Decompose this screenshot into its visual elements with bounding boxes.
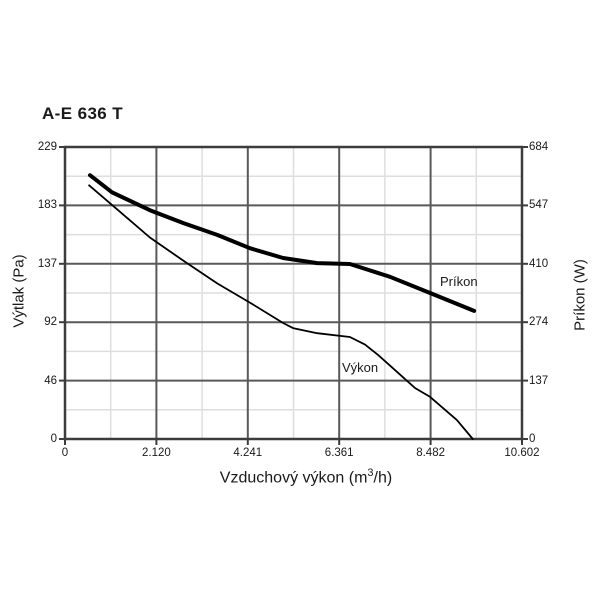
prikon-curve	[88, 173, 477, 313]
plot-border	[63, 145, 524, 441]
minor-gridlines	[65, 147, 522, 439]
x-axis-label-base: Vzduchový výkon (m	[219, 469, 368, 487]
vykon-curve-label: Výkon	[342, 360, 379, 375]
x-axis-label: Vzduchový výkon (m3/h)	[220, 467, 392, 487]
x-axis-label-superscript: 3	[367, 467, 374, 479]
prikon-curve-label: Príkon	[440, 274, 478, 289]
vykon-curve	[88, 184, 474, 440]
y-axis-label-right: Príkon (W)	[571, 259, 589, 331]
x-axis-label-unit: /h)	[373, 469, 393, 487]
y-axis-label-left: Výtlak (Pa)	[10, 254, 28, 328]
chart-title: A-E 636 T	[42, 104, 124, 123]
